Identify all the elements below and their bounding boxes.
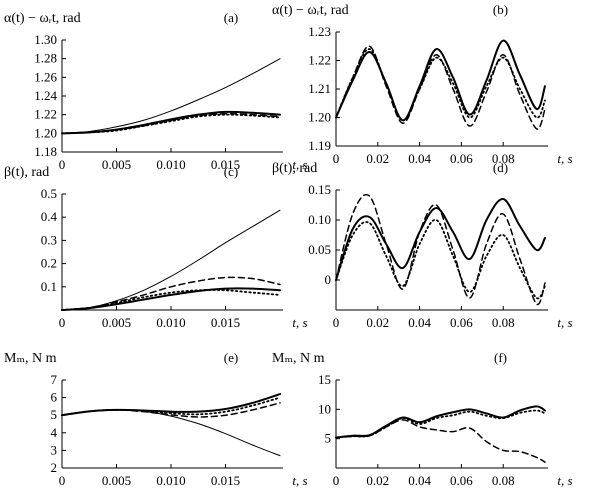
- x-tick-label: 0.06: [450, 473, 473, 488]
- y-axis-label: α(t) − ωᵣt, rad: [4, 11, 81, 26]
- y-tick-label: 0: [325, 272, 332, 287]
- y-tick-label: 1.22: [308, 53, 331, 68]
- y-tick-label: 6: [51, 390, 58, 405]
- series-line-dashed: [61, 276, 281, 311]
- series-line-dotted: [61, 289, 281, 311]
- y-tick-label: 0.1: [41, 279, 57, 294]
- series-line-thin-solid: [61, 58, 281, 134]
- series-line-thick-solid: [61, 393, 281, 417]
- y-axis-label: α(t) − ωᵣt, rad: [272, 3, 349, 18]
- series-line-thin-solid: [61, 409, 281, 457]
- x-tick-label: 0.010: [156, 157, 185, 172]
- y-tick-label: 0.15: [308, 182, 331, 197]
- panel-b: 1.19 1.20 1.21 1.22 1.23 0 0.02 0.04 0.06 0.08 t, …: [272, 2, 573, 166]
- y-tick-label: 0.05: [308, 242, 331, 257]
- y-tick-label: 5: [51, 407, 58, 422]
- x-tick-label: 0.02: [366, 315, 389, 330]
- x-tick-label: 0.06: [450, 315, 473, 330]
- series-line-thick-solid: [335, 39, 546, 122]
- series-line-thick-solid: [335, 198, 546, 281]
- panel-f: 5 10 15 0 0.02 0.04 0.06 0.08 t, s Mₘ, N m (f): [272, 350, 573, 488]
- x-tick-label: 0.08: [492, 473, 515, 488]
- y-axis-label: Mₘ, N m: [272, 351, 325, 366]
- y-tick-label: 2: [51, 460, 58, 475]
- panel-tag: (b): [493, 2, 508, 17]
- x-tick-label: 0.02: [366, 151, 389, 166]
- panel-tag: (f): [494, 350, 507, 365]
- series-line-dotted: [61, 113, 281, 135]
- x-tick-label: 0.08: [492, 315, 515, 330]
- x-tick-label: 0.02: [366, 473, 389, 488]
- x-tick-label: 0: [333, 151, 340, 166]
- panel-tag: (e): [224, 350, 238, 365]
- y-tick-label: 1.18: [34, 144, 57, 159]
- x-axis-label: t, s: [557, 151, 572, 166]
- x-tick-label: 0.08: [492, 151, 515, 166]
- panel-tag: (c): [224, 164, 238, 179]
- panel-tag: (d): [493, 160, 508, 175]
- series-line-dashed: [335, 419, 546, 463]
- x-tick-label: 0.04: [408, 315, 431, 330]
- y-tick-label: 10: [318, 401, 331, 416]
- y-tick-label: 0.2: [41, 256, 57, 271]
- panel-e: 2 3 4 5 6 7 0 0.005 0.010 0.015 t, s Mₘ, N m (e): [4, 350, 308, 488]
- series-line-dotted: [61, 396, 281, 417]
- x-tick-label: 0.005: [102, 315, 131, 330]
- y-tick-label: 3: [51, 442, 58, 457]
- x-tick-label: 0.010: [156, 315, 185, 330]
- y-tick-label: 1.26: [34, 69, 57, 84]
- y-tick-label: 1.23: [308, 24, 331, 39]
- y-tick-label: 1.28: [34, 51, 57, 66]
- y-tick-label: 1.19: [308, 138, 331, 153]
- x-axis-label: t, s: [292, 157, 307, 172]
- x-tick-label: 0.04: [408, 473, 431, 488]
- x-tick-label: 0.015: [211, 315, 240, 330]
- panel-c: 0.1 0.2 0.3 0.4 0.5 0 0.005 0.010 0.015 t, s β(t),…: [4, 164, 308, 330]
- x-tick-label: 0: [333, 473, 340, 488]
- y-tick-label: 15: [318, 372, 331, 387]
- x-tick-label: 0.010: [156, 473, 185, 488]
- y-tick-label: 1.30: [34, 32, 57, 47]
- y-tick-label: 1.20: [308, 110, 331, 125]
- panel-a: 1.18 1.20 1.22 1.24 1.26 1.28 1.30 0 0.005 0.010 0…: [4, 10, 308, 172]
- x-tick-label: 0.005: [102, 157, 131, 172]
- x-axis-label: t, s: [557, 315, 572, 330]
- x-tick-label: 0: [59, 315, 66, 330]
- x-tick-label: 0.04: [408, 151, 431, 166]
- x-tick-label: 0: [59, 473, 66, 488]
- y-tick-label: 0.10: [308, 212, 331, 227]
- y-tick-label: 7: [51, 372, 58, 387]
- x-tick-label: 0: [333, 315, 340, 330]
- series-line-dashed: [335, 193, 546, 306]
- series-line-dotted: [335, 48, 546, 122]
- y-axis-label: β(t), rad: [4, 165, 49, 180]
- y-tick-label: 0.3: [41, 232, 57, 247]
- x-tick-label: 0.015: [211, 473, 240, 488]
- x-tick-label: 0.015: [211, 157, 240, 172]
- x-tick-label: 0.06: [450, 151, 473, 166]
- series-line-thick-solid: [335, 405, 546, 439]
- x-axis-label: t, s: [292, 315, 307, 330]
- series-line-dotted: [335, 219, 546, 300]
- x-tick-label: 0: [59, 157, 66, 172]
- x-axis-label: t, s: [292, 473, 307, 488]
- y-axis-label: β(t), rad: [272, 161, 317, 176]
- y-tick-label: 1.24: [34, 88, 57, 103]
- y-tick-label: 1.22: [34, 107, 57, 122]
- y-tick-label: 0.5: [41, 186, 57, 201]
- y-tick-label: 5: [325, 431, 332, 446]
- series-line-dashed: [335, 45, 546, 130]
- y-tick-label: 4: [51, 425, 58, 440]
- y-axis-label: Mₘ, N m: [4, 351, 57, 366]
- panel-d: 00.050.100.150 0.02 0.04 0.06 0.08 t, sβ(t), …: [272, 160, 573, 330]
- y-tick-label: 1.21: [308, 81, 331, 96]
- x-axis-label: t, s: [557, 473, 572, 488]
- y-tick-label: 0.4: [41, 209, 58, 224]
- x-tick-label: 0.005: [102, 473, 131, 488]
- y-tick-label: 1.20: [34, 125, 57, 140]
- panel-tag: (a): [224, 10, 238, 25]
